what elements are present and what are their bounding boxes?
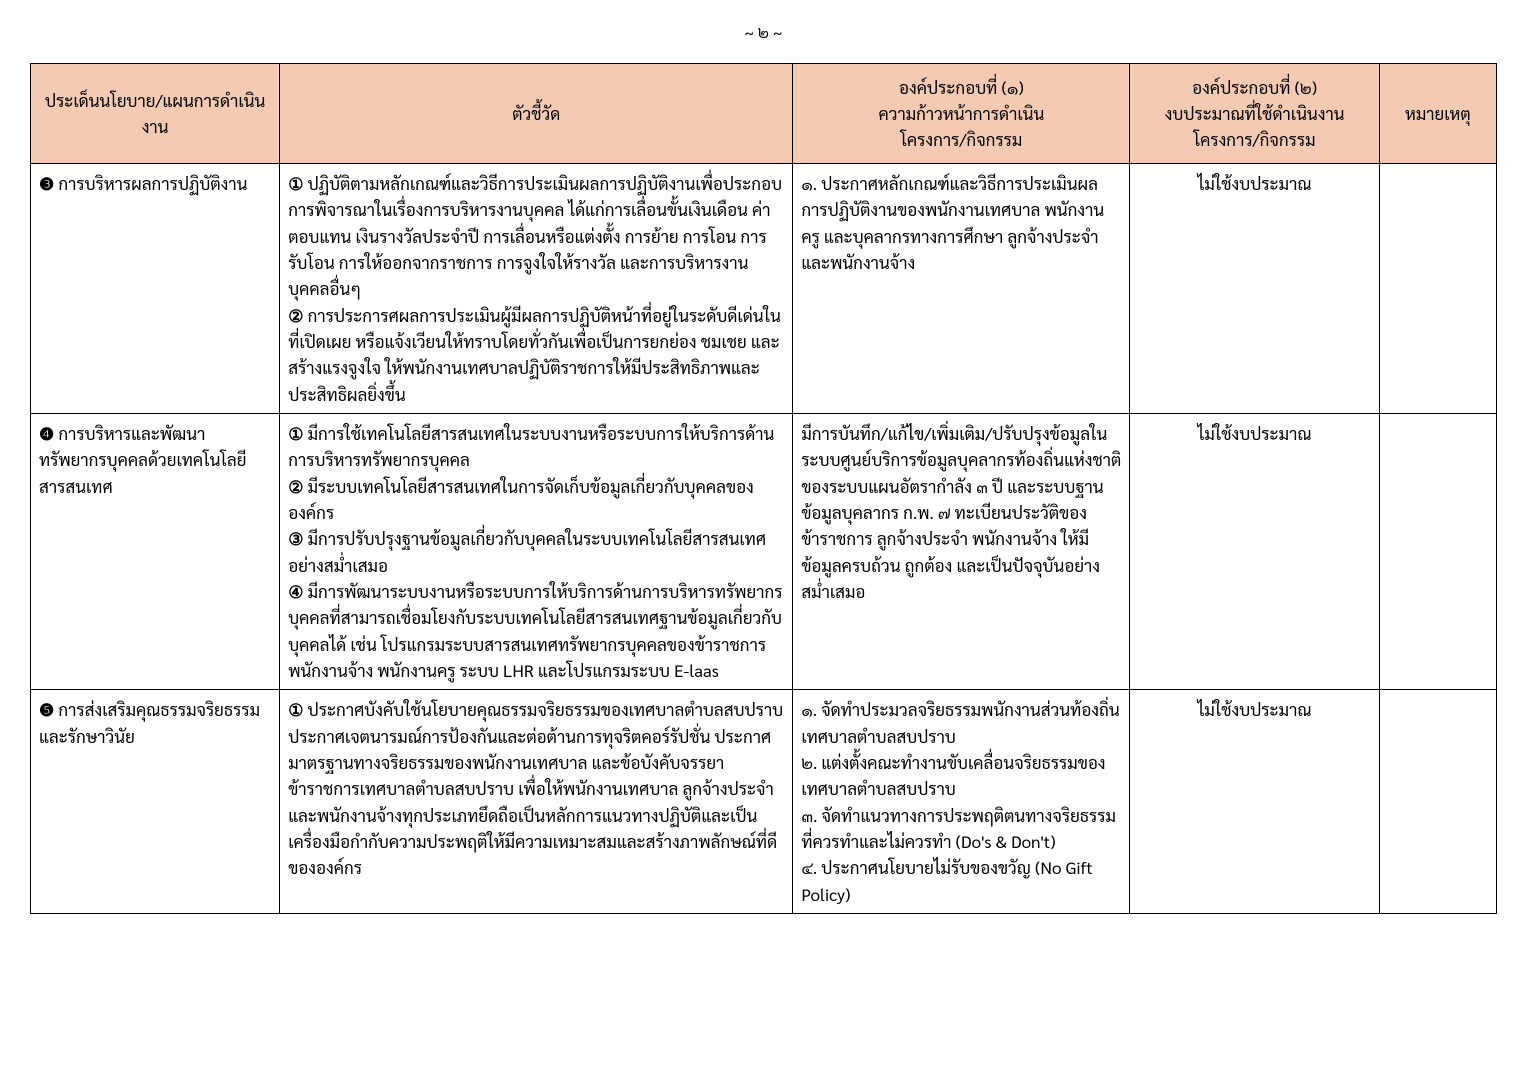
header-progress-l3: โครงการ/กิจกรรม [799, 126, 1123, 152]
policy-text: การส่งเสริมคุณธรรมจริยธรรมและรักษาวินัย [39, 698, 260, 746]
indicator-text: มีระบบเทคโนโลยีสารสนเทศในการจัดเก็บข้อมู… [288, 475, 754, 523]
policy-table: ประเด็นนโยบาย/แผนการดำเนินงาน ตัวชี้วัด … [30, 63, 1497, 914]
progress-cell: ๑. ประกาศหลักเกณฑ์และวิธีการประเมินผลการ… [793, 163, 1130, 413]
indicator-text: มีการใช้เทคโนโลยีสารสนเทศในระบบงานหรือระ… [288, 422, 774, 470]
indicator-cell: ① ปฏิบัติตามหลักเกณฑ์และวิธีการประเมินผล… [280, 163, 793, 413]
indicator-number-icon: ④ [288, 578, 303, 604]
progress-cell: มีการบันทึก/แก้ไข/เพิ่มเติม/ปรับปรุงข้อม… [793, 413, 1130, 689]
header-progress: องค์ประกอบที่ (๑) ความก้าวหน้าการดำเนิน … [793, 63, 1130, 163]
policy-number-icon: ❸ [39, 170, 54, 196]
remark-cell [1379, 413, 1496, 689]
indicator-text: ประกาศบังคับใช้นโยบายคุณธรรมจริยธรรมของเ… [288, 698, 783, 878]
table-row: ❹ การบริหารและพัฒนาทรัพยากรบุคคลด้วยเทคโ… [31, 413, 1497, 689]
indicator-number-icon: ③ [288, 525, 303, 551]
indicator-text: การประการศผลการประเมินผู้มีผลการปฏิบัติห… [288, 304, 781, 405]
policy-cell: ❺ การส่งเสริมคุณธรรมจริยธรรมและรักษาวินั… [31, 690, 280, 914]
table-body: ❸ การบริหารผลการปฏิบัติงาน① ปฏิบัติตามหล… [31, 163, 1497, 913]
indicator-number-icon: ① [288, 420, 303, 446]
budget-cell: ไม่ใช้งบประมาณ [1130, 163, 1379, 413]
policy-text: การบริหารผลการปฏิบัติงาน [54, 172, 247, 194]
table-header: ประเด็นนโยบาย/แผนการดำเนินงาน ตัวชี้วัด … [31, 63, 1497, 163]
header-budget-l2: งบประมาณที่ใช้ดำเนินงาน [1136, 100, 1372, 126]
header-budget: องค์ประกอบที่ (๒) งบประมาณที่ใช้ดำเนินงา… [1130, 63, 1379, 163]
budget-cell: ไม่ใช้งบประมาณ [1130, 413, 1379, 689]
indicator-number-icon: ① [288, 696, 303, 722]
indicator-number-icon: ② [288, 473, 303, 499]
progress-cell: ๑. จัดทำประมวลจริยธรรมพนักงานส่วนท้องถิ่… [793, 690, 1130, 914]
progress-text: ๑. ประกาศหลักเกณฑ์และวิธีการประเมินผลการ… [801, 170, 1121, 275]
policy-number-icon: ❺ [39, 696, 54, 722]
indicator-cell: ① ประกาศบังคับใช้นโยบายคุณธรรมจริยธรรมขอ… [280, 690, 793, 914]
indicator-text: มีการปรับปรุงฐานข้อมูลเกี่ยวกับบุคคลในระ… [288, 527, 766, 575]
table-row: ❺ การส่งเสริมคุณธรรมจริยธรรมและรักษาวินั… [31, 690, 1497, 914]
header-budget-l1: องค์ประกอบที่ (๒) [1136, 74, 1372, 100]
header-budget-l3: โครงการ/กิจกรรม [1136, 126, 1372, 152]
table-row: ❸ การบริหารผลการปฏิบัติงาน① ปฏิบัติตามหล… [31, 163, 1497, 413]
policy-number-icon: ❹ [39, 420, 54, 446]
indicator-number-icon: ② [288, 302, 303, 328]
progress-text: มีการบันทึก/แก้ไข/เพิ่มเติม/ปรับปรุงข้อม… [801, 420, 1121, 604]
policy-text: การบริหารและพัฒนาทรัพยากรบุคคลด้วยเทคโนโ… [39, 422, 246, 497]
header-progress-l1: องค์ประกอบที่ (๑) [799, 74, 1123, 100]
indicator-number-icon: ① [288, 170, 303, 196]
remark-cell [1379, 163, 1496, 413]
page-number: ~ ๒ ~ [30, 20, 1497, 45]
policy-cell: ❹ การบริหารและพัฒนาทรัพยากรบุคคลด้วยเทคโ… [31, 413, 280, 689]
remark-cell [1379, 690, 1496, 914]
indicator-text: ปฏิบัติตามหลักเกณฑ์และวิธีการประเมินผลกา… [288, 172, 782, 299]
budget-cell: ไม่ใช้งบประมาณ [1130, 690, 1379, 914]
indicator-text: มีการพัฒนาระบบงานหรือระบบการให้บริการด้า… [288, 580, 782, 681]
policy-cell: ❸ การบริหารผลการปฏิบัติงาน [31, 163, 280, 413]
header-progress-l2: ความก้าวหน้าการดำเนิน [799, 100, 1123, 126]
progress-text: ๑. จัดทำประมวลจริยธรรมพนักงานส่วนท้องถิ่… [801, 696, 1121, 907]
header-indicator: ตัวชี้วัด [280, 63, 793, 163]
header-remark: หมายเหตุ [1379, 63, 1496, 163]
indicator-cell: ① มีการใช้เทคโนโลยีสารสนเทศในระบบงานหรือ… [280, 413, 793, 689]
header-policy: ประเด็นนโยบาย/แผนการดำเนินงาน [31, 63, 280, 163]
